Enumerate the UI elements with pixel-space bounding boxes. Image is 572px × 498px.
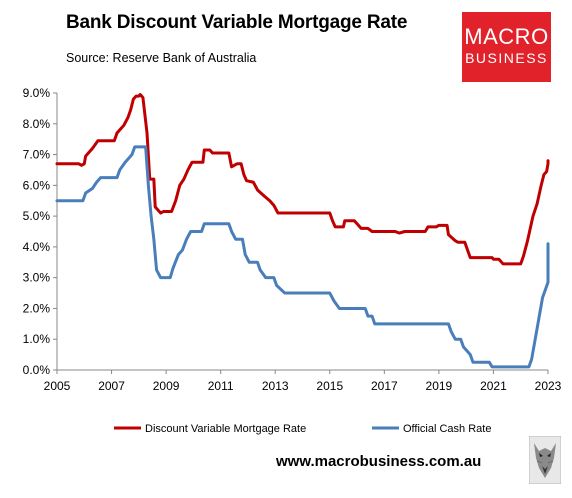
y-tick-label: 3.0% [23,271,51,285]
x-tick-label: 2023 [535,379,562,393]
x-tick-label: 2015 [316,379,343,393]
logo-line-1: MACRO [464,24,549,49]
series-line-0 [55,93,550,266]
y-tick-label: 4.0% [23,240,51,254]
y-tick-label: 6.0% [23,178,51,192]
y-tick-label: 0.0% [23,363,51,377]
x-tick-label: 2013 [262,379,289,393]
website-url: www.macrobusiness.com.au [276,453,482,470]
chart-title: Bank Discount Variable Mortgage Rate [66,12,408,33]
y-tick-label: 1.0% [23,332,51,346]
y-tick-label: 5.0% [23,209,51,223]
x-tick-label: 2011 [208,379,234,393]
x-tick-label: 2009 [153,379,180,393]
chart-source: Source: Reserve Bank of Australia [66,51,257,65]
legend-label-1: Official Cash Rate [403,423,491,435]
y-tick-label: 7.0% [23,148,51,162]
wolf-logo-icon [529,436,561,484]
x-tick-label: 2007 [98,379,125,393]
y-tick-label: 2.0% [23,301,51,315]
legend-label-0: Discount Variable Mortgage Rate [145,423,306,435]
x-tick-label: 2017 [371,379,398,393]
x-tick-label: 2005 [44,379,71,393]
x-tick-label: 2019 [426,379,453,393]
y-tick-label: 9.0% [23,86,51,100]
macrobusiness-logo: MACRO BUSINESS [462,12,551,82]
logo-line-2: BUSINESS [465,50,548,66]
x-tick-label: 2021 [480,379,507,393]
series-line-1 [55,145,550,369]
y-tick-label: 8.0% [23,117,51,131]
